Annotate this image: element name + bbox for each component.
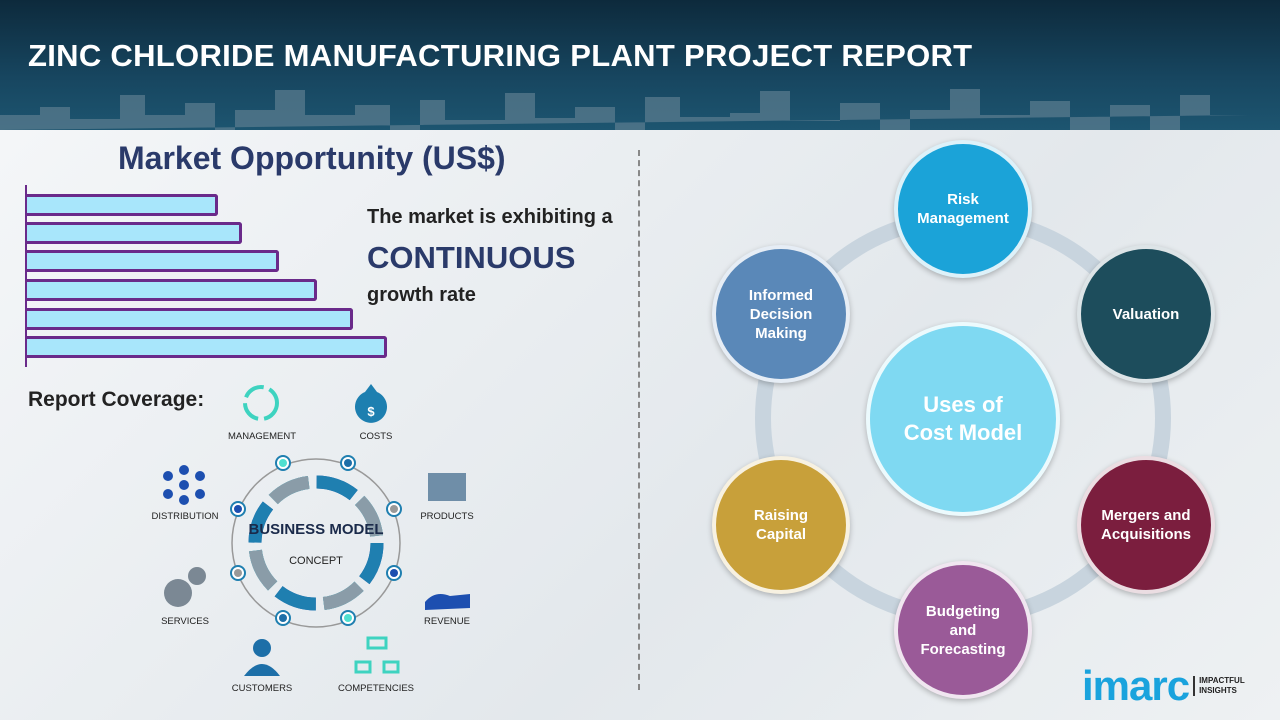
customers-icon <box>244 639 280 676</box>
coverage-customers: CUSTOMERS <box>231 683 293 694</box>
costs-icon <box>355 384 387 423</box>
market-title: Market Opportunity (US$) <box>118 140 506 176</box>
services-icon <box>164 567 206 607</box>
city-skyline <box>0 89 1250 130</box>
cost-model-item: Risk Management <box>894 140 1032 278</box>
growth-bar <box>27 308 353 330</box>
growth-bar <box>27 336 387 358</box>
imarc-logo: imarc IMPACTFUL INSIGHTS <box>1082 662 1245 709</box>
coverage-products: PRODUCTS <box>420 511 474 522</box>
chart-axis <box>25 185 27 367</box>
coverage-title: Report Coverage: <box>28 388 205 411</box>
cost-model-item: Budgeting and Forecasting <box>894 561 1032 699</box>
center-title: BUSINESS MODEL <box>248 521 383 538</box>
growth-bar <box>27 279 317 301</box>
growth-bar <box>27 222 242 244</box>
page-title: ZINC CHLORIDE MANUFACTURING PLANT PROJEC… <box>28 38 973 73</box>
header-banner: ZINC CHLORIDE MANUFACTURING PLANT PROJEC… <box>0 0 1280 130</box>
distribution-icon <box>163 465 205 505</box>
cost-model-item: Raising Capital <box>712 456 850 594</box>
revenue-icon <box>425 594 470 610</box>
cost-model-item: Valuation <box>1077 245 1215 383</box>
cost-model-center: Uses of Cost Model <box>866 322 1060 516</box>
growth-bar <box>27 194 218 216</box>
coverage-services: SERVICES <box>161 616 209 627</box>
business-model-diagram: BUSINESS MODEL CONCEPT $ <box>163 384 470 676</box>
coverage-management: MANAGEMENT <box>227 431 297 442</box>
growth-bar <box>27 250 279 272</box>
competencies-icon <box>354 636 400 674</box>
market-highlight: CONTINUOUS <box>367 240 576 275</box>
coverage-revenue: REVENUE <box>424 616 470 627</box>
coverage-competencies: COMPETENCIES <box>337 683 415 694</box>
center-sub: CONCEPT <box>289 555 343 567</box>
cost-model-item: Mergers and Acquisitions <box>1077 456 1215 594</box>
management-icon <box>243 385 279 421</box>
svg-text:$: $ <box>367 404 375 419</box>
cost-model-item: Informed Decision Making <box>712 245 850 383</box>
divider <box>638 150 640 690</box>
products-icon <box>428 473 466 501</box>
coverage-distribution: DISTRIBUTION <box>151 511 219 522</box>
market-text-2: growth rate <box>367 284 476 306</box>
market-text: The market is exhibiting a <box>367 206 613 228</box>
coverage-costs: COSTS <box>359 431 393 442</box>
